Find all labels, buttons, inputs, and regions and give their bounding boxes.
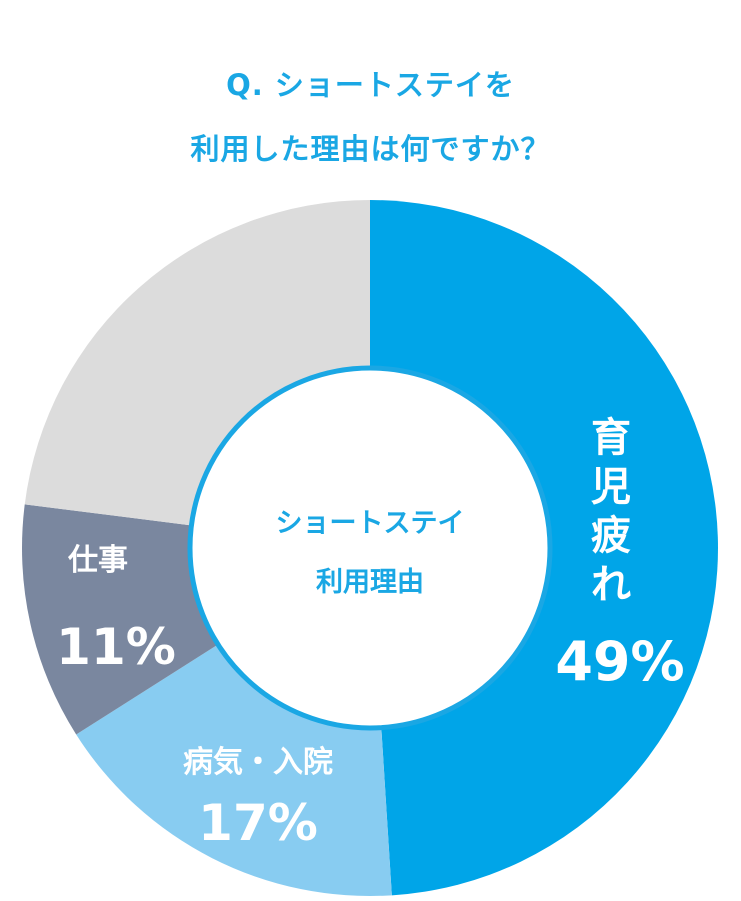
slice-label-childcare-char-3: 疲 — [591, 513, 631, 559]
center-label-line-1: ショートステイ — [276, 508, 465, 539]
slice-label-childcare-char-4: れ — [591, 562, 631, 608]
slice-label-childcare-char-1: 育 — [591, 415, 631, 461]
chart-title-line-1: Q. ショートステイを — [226, 68, 515, 102]
slice-label-childcare-char-2: 児 — [591, 464, 631, 510]
slice-label-illness: 病気・入院 — [183, 745, 333, 780]
slice-label-work: 仕事 — [67, 543, 128, 578]
slice-value-illness: 17% — [198, 794, 318, 852]
chart-title-line-2: 利用した理由は何ですか？ — [190, 132, 551, 166]
slice-value-work: 11% — [56, 618, 176, 676]
slice-label-childcare: 育 児 疲 れ — [591, 415, 631, 608]
center-label-line-2: 利用理由 — [316, 567, 424, 598]
slice-value-childcare: 49% — [555, 630, 684, 693]
donut-hole — [187, 365, 553, 731]
